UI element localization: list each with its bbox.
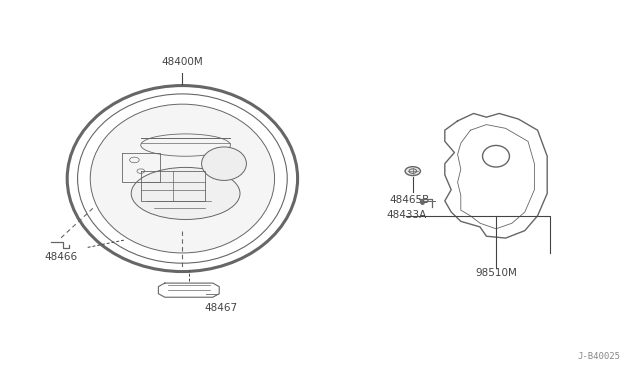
Text: 48400M: 48400M	[161, 57, 204, 67]
Ellipse shape	[202, 147, 246, 180]
Text: 48467: 48467	[205, 303, 238, 313]
Ellipse shape	[405, 167, 420, 176]
Text: J-B40025: J-B40025	[578, 352, 621, 361]
Text: 48465B: 48465B	[390, 195, 429, 205]
Ellipse shape	[131, 167, 240, 219]
Text: 48433A: 48433A	[387, 210, 426, 220]
Text: 98510M: 98510M	[475, 268, 517, 278]
Ellipse shape	[90, 104, 275, 253]
Text: 48466: 48466	[44, 252, 77, 262]
